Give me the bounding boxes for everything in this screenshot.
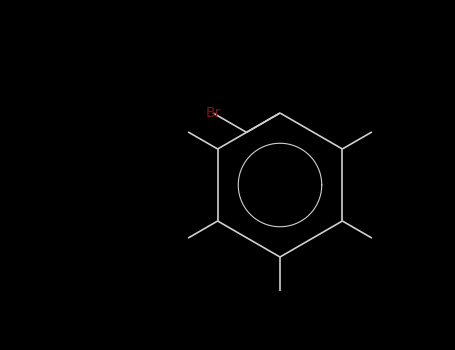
Text: Br: Br [205, 106, 221, 120]
